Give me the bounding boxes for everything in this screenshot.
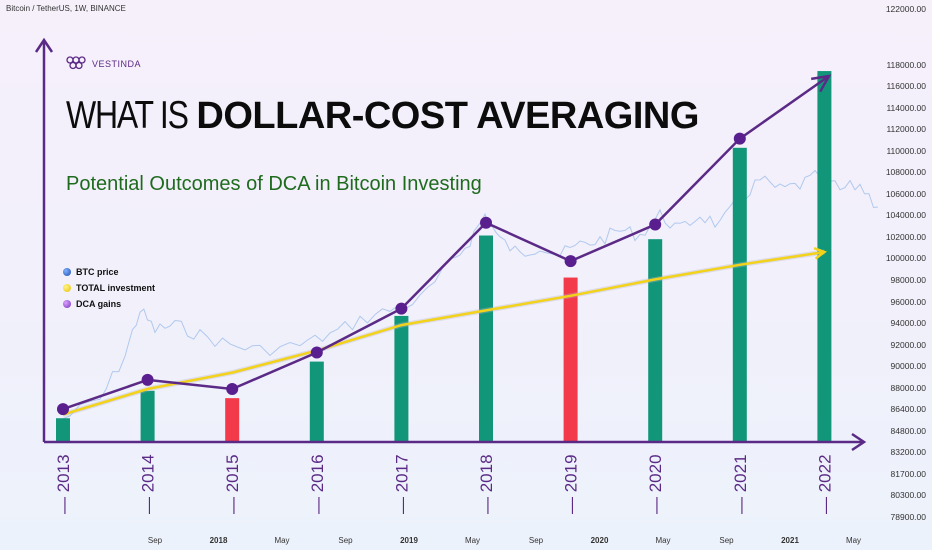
time-tick-label: Sep <box>147 536 163 545</box>
price-tick-label: 92000.00 <box>890 339 926 350</box>
btc-price-line <box>59 169 879 421</box>
dca-gain-point-2013 <box>57 403 69 416</box>
dca-gain-point-2021 <box>733 132 746 145</box>
legend-label: TOTAL investment <box>76 283 156 293</box>
year-label-2014: — 2014 <box>139 454 158 514</box>
time-tick-label: May <box>464 536 481 545</box>
price-tick-label: 104000.00 <box>885 210 926 221</box>
price-tick-label: 106000.00 <box>885 188 926 199</box>
time-tick-label: 2019 <box>400 536 418 545</box>
dca-gain-point-2019 <box>564 255 577 268</box>
legend-label: DCA gains <box>76 299 122 309</box>
price-tick-label: 116000.00 <box>886 81 926 92</box>
bar-2022 <box>817 71 832 443</box>
total-investment-line <box>62 250 825 416</box>
price-tick-label: 86400.00 <box>890 404 926 415</box>
bar-2020 <box>648 239 663 442</box>
time-tick-label: 2020 <box>590 536 609 545</box>
legend-swatch <box>63 300 71 308</box>
legend-item-total-investment: TOTAL investment <box>63 280 155 296</box>
chart-legend: BTC price TOTAL investment DCA gains <box>63 264 155 312</box>
dca-gain-point-2018 <box>480 216 492 229</box>
time-tick-label: May <box>655 536 671 545</box>
price-tick-label: 83200.00 <box>890 447 926 458</box>
year-label-2013: — 2013 <box>54 454 73 514</box>
dca-gain-point-2014 <box>141 373 154 386</box>
year-label-2018: — 2018 <box>477 454 496 514</box>
brand-name: VESTINDA <box>92 59 142 69</box>
bar-2016 <box>309 361 324 442</box>
price-tick-label: 102000.00 <box>885 231 926 242</box>
bar-2014 <box>140 390 155 442</box>
bar-2013 <box>56 418 70 442</box>
time-tick-label: Sep <box>528 536 544 545</box>
brand-logo: VESTINDA <box>66 56 141 72</box>
time-tick-label: May <box>845 536 862 545</box>
x-axis-arrow <box>851 432 867 452</box>
title-part-2: DOLLAR-COST AVERAGING <box>196 95 699 137</box>
bar-2015 <box>225 398 240 442</box>
price-tick-label: 122000.00 <box>885 4 926 14</box>
investment-arrow-head <box>813 247 827 260</box>
time-tick-label: Sep <box>719 536 734 545</box>
price-tick-label: 114000.00 <box>886 102 926 113</box>
dca-gain-point-2015 <box>226 383 239 396</box>
time-tick-label: Sep <box>338 536 353 545</box>
legend-label: BTC price <box>76 267 119 277</box>
year-label-2015: — 2015 <box>223 454 242 514</box>
year-label-2020: — 2020 <box>646 454 665 514</box>
price-tick-label: 100000.00 <box>885 253 926 264</box>
price-tick-label: 81700.00 <box>890 468 926 479</box>
price-tick-label: 108000.00 <box>885 167 926 178</box>
bar-2021 <box>732 147 747 443</box>
year-label-2022: — 2022 <box>815 454 834 514</box>
time-tick-label: 2021 <box>781 536 799 545</box>
bar-2017 <box>394 315 409 442</box>
price-tick-label: 84800.00 <box>890 425 926 436</box>
investment-line-shadow <box>62 249 825 417</box>
legend-item-dca-gains: DCA gains <box>63 296 155 312</box>
legend-swatch <box>63 268 71 276</box>
legend-item-btc-price: BTC price <box>63 264 155 280</box>
title-part-1: WHAT IS <box>66 94 189 137</box>
price-tick-label: 98000.00 <box>890 275 926 285</box>
price-tick-label: 94000.00 <box>890 318 926 329</box>
page-title: WHAT IS DOLLAR-COST AVERAGING <box>66 96 699 135</box>
legend-swatch <box>63 284 71 292</box>
price-tick-label: 112000.00 <box>886 124 926 135</box>
year-label-2021: — 2021 <box>731 454 750 514</box>
bar-2018 <box>479 235 493 442</box>
price-tick-label: 118000.00 <box>886 59 926 70</box>
chart-symbol-label: Bitcoin / TetherUS, 1W, BINANCE <box>6 4 126 13</box>
bar-2019 <box>563 277 578 442</box>
price-tick-label: 96000.00 <box>890 296 926 307</box>
time-tick-label: May <box>274 536 290 545</box>
dca-gain-point-2020 <box>649 218 662 231</box>
price-tick-label: 80300.00 <box>890 490 926 501</box>
y-axis-arrow <box>34 37 54 53</box>
dca-gains-line <box>62 74 830 411</box>
year-label-2019: — 2019 <box>562 454 581 514</box>
chart-subtitle: Potential Outcomes of DCA in Bitcoin Inv… <box>66 173 482 195</box>
price-tick-label: 90000.00 <box>890 361 926 372</box>
year-label-2017: — 2017 <box>392 454 411 514</box>
year-label-2016: — 2016 <box>308 454 327 514</box>
dca-gain-point-2017 <box>395 302 408 315</box>
price-tick-label: 78900.00 <box>890 512 926 522</box>
time-tick-label: 2018 <box>209 536 228 545</box>
dca-gain-point-2016 <box>310 346 323 359</box>
price-tick-label: 110000.00 <box>886 145 926 156</box>
dca-gains-arrow-head <box>810 74 832 93</box>
grape-cluster-icon <box>66 56 86 70</box>
price-tick-label: 88000.00 <box>890 382 926 393</box>
